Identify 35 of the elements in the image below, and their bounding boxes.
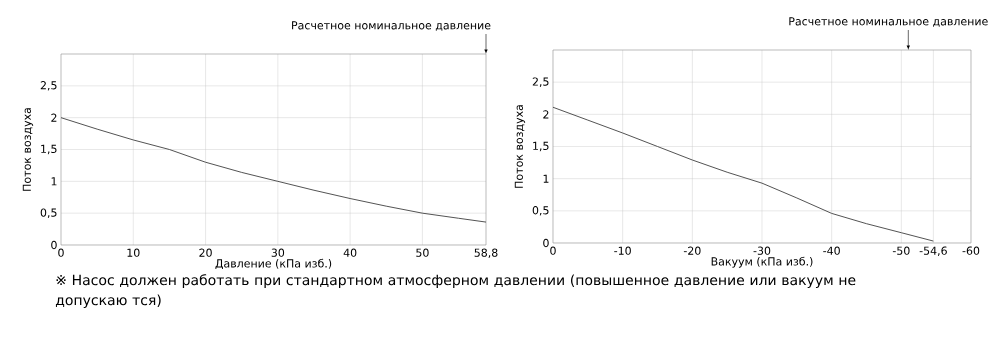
- y-tick-label: 1,5: [41, 144, 57, 155]
- y-tick-label: 0,5: [40, 208, 57, 218]
- x-axis-title: Вакуум (кПа изб.): [711, 256, 813, 268]
- x-tick-label: -50: [892, 246, 910, 255]
- x-tick-label: -30: [753, 246, 771, 255]
- text: Расчетное номинальное давление: [789, 17, 988, 27]
- x-tick-label: 40: [343, 248, 357, 257]
- x-tick-label: -40: [823, 246, 840, 255]
- x-tick-label: 10: [127, 248, 140, 257]
- line-series: [552, 106, 934, 242]
- y-tick-label: 1: [543, 174, 549, 183]
- x-tick-label: 58,8: [474, 248, 498, 258]
- y-tick-label: 1,5: [533, 141, 549, 152]
- x-tick-label: 20: [199, 248, 212, 257]
- x-tick-label: 30: [271, 248, 285, 257]
- x-tick-label: 0: [550, 246, 556, 255]
- x-tick-label: -10: [614, 246, 631, 255]
- text: ※ Насос должен работать при стандартном атмосферном давлении (повышенное давление или вакуум не допускаю тся): [55, 274, 856, 308]
- line-series: [60, 117, 487, 223]
- x-axis-title: Давление (кПа изб.): [215, 258, 332, 270]
- y-tick-label: 2,5: [532, 77, 549, 87]
- y-tick-label: 2,5: [40, 81, 57, 91]
- x-tick-label: 50: [416, 248, 429, 257]
- y-tick-label: 2: [543, 110, 549, 119]
- x-tick-label: 0: [58, 248, 64, 257]
- y-axis-title: Поток воздуха: [22, 108, 34, 191]
- y-tick-label: 0,5: [532, 206, 549, 216]
- y-axis-title: Поток воздуха: [514, 105, 526, 188]
- x-tick-label: -20: [683, 246, 701, 255]
- x-tick-label: -60: [962, 246, 980, 255]
- x-tick-label: -54,6: [919, 246, 947, 256]
- y-tick-label: 2: [51, 113, 57, 122]
- y-tick-label: 1: [51, 177, 57, 186]
- y-tick-label: 0: [543, 238, 549, 248]
- text: Расчетное номинальное давление: [292, 21, 491, 31]
